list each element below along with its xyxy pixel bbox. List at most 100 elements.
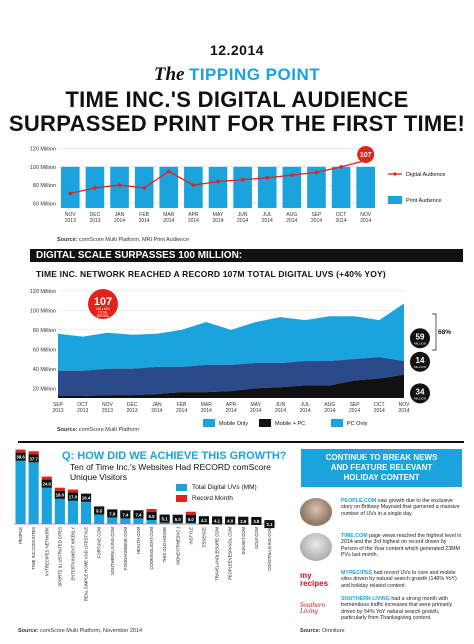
c1-print-bar — [307, 166, 326, 208]
c1-digital-point — [68, 191, 73, 196]
c2-xtick-month: APR — [226, 402, 237, 408]
chart1-source-text: comScore Multi Platform, MRI Print Audie… — [79, 237, 190, 243]
c3-category-label: MONEY/TIME(INC.) — [175, 526, 180, 564]
c3-category-label: PEOPLE — [18, 527, 23, 544]
c3-value-label: 3.8 — [253, 519, 260, 524]
c3-label-box — [94, 506, 105, 515]
c1-digital-point — [314, 170, 319, 175]
c1-digital-point — [93, 186, 97, 190]
report-date: 12.2014 — [209, 42, 265, 58]
c1-digital-point — [166, 169, 171, 174]
c2-xtick-year: 2014 — [151, 408, 162, 414]
c3-label-box — [54, 490, 65, 499]
c2-ytick-label: 120 Million — [30, 289, 56, 295]
legend-total-swatch — [176, 484, 187, 491]
the-word: The — [153, 64, 185, 85]
c1-annotation-label: 107 — [360, 152, 372, 159]
c3-record-marker — [146, 508, 157, 512]
c3-category-label: GOLF.COM — [254, 526, 259, 548]
c2-area-mobile-only — [58, 374, 404, 398]
c2-bubble-value: 107 — [94, 296, 112, 308]
c2-legend-swatch — [331, 419, 343, 427]
c2-xtick-month: JAN — [152, 402, 162, 408]
c3-bar — [54, 490, 65, 524]
c3-category-label: COASTALLIVING.COM — [267, 526, 272, 570]
c2-xtick-month: DEC — [127, 402, 138, 408]
c1-xtick-month: MAY — [213, 212, 224, 218]
rp-item-southern-living-lead: SOUTHERN LIVING — [341, 596, 390, 602]
c3-category-label: THIS OLD HOUSE — [162, 527, 167, 563]
c1-print-bar — [282, 166, 302, 208]
c2-ytick-label: 20 Million — [33, 386, 56, 392]
rp-item-southern-living-body: had a strong month with tremendous traff… — [341, 596, 453, 622]
c1-ytick-label: 60 Million — [33, 201, 56, 207]
c2-end-value: 34 — [416, 387, 425, 396]
c1-xtick-month: JAN — [115, 212, 125, 218]
c1-xtick-month: JUL — [263, 212, 272, 218]
c2-ytick-label: 60 Million — [33, 347, 56, 353]
c3-value-label: 2.1 — [266, 522, 273, 527]
c1-digital-point — [191, 183, 196, 187]
rp-item-time: TIME.COM page views reached the highest … — [300, 533, 464, 567]
c3-value-label: 16.4 — [82, 496, 91, 501]
c3-bar — [41, 479, 52, 524]
c2-ytick-label: 100 Million — [30, 308, 56, 314]
c3-value-label: 4.1 — [214, 518, 221, 523]
rp-item-myrecipes: my recipes MYRECIPES had record UVs to c… — [300, 570, 464, 596]
c1-ytick-label: 80 Million — [33, 183, 56, 189]
c3-value-label: 7.4 — [122, 512, 129, 517]
c1-xtick-month: NOV — [360, 212, 372, 218]
c1-xtick-month: FEB — [139, 212, 149, 218]
c1-digital-point — [290, 173, 294, 177]
c2-bubble — [88, 289, 118, 319]
c1-print-bar — [61, 166, 80, 208]
c1-print-bar — [257, 166, 277, 208]
legend-record-swatch — [176, 495, 187, 502]
rp-item-people-text: PEOPLE.COM saw growth due to the exclusi… — [341, 498, 462, 517]
c1-print-bar — [110, 166, 129, 208]
c1-xtick-year: 2014 — [262, 218, 273, 224]
c1-digital-point — [117, 183, 122, 187]
rp-item-myrecipes-lead: MYRECIPES — [341, 570, 373, 576]
c1-digital-point — [240, 177, 245, 182]
c3-label-box — [67, 492, 78, 501]
c1-ytick-label: 120 Million — [30, 147, 56, 153]
c2-end-unit: MILLION — [414, 341, 426, 345]
c3-label-box — [198, 516, 209, 525]
c1-legend-print-swatch — [388, 196, 402, 204]
c2-bubble-line2: TOTAL — [98, 311, 108, 315]
rp-item-time-text: TIME.COM page views reached the highest … — [341, 533, 462, 559]
rp-source-label: Source: — [300, 628, 321, 634]
c3-label-box — [120, 510, 131, 519]
chart-sites-bars: 38.6 PEOPLE 37.7 TIME INC.COM SITES 24.0 NYTR… — [14, 449, 276, 601]
c2-bracket — [432, 313, 437, 351]
c1-xtick-month: SEP — [311, 212, 322, 218]
c3-category-label: REAL SIMPLE HOME AND LIFESTYLE — [84, 527, 89, 601]
c1-xtick-year: 2014 — [188, 218, 199, 224]
c1-xtick-month: NOV — [65, 212, 77, 218]
c1-xtick-year: 2014 — [360, 218, 371, 224]
c2-xtick-year: 2014 — [398, 408, 409, 414]
chart1-source: Source: comScore Multi Platform, MRI Pri… — [57, 237, 190, 243]
c3-value-label: 4.0 — [227, 519, 234, 524]
c2-ytick-label: 80 Million — [33, 328, 56, 334]
c3-category-label: TRAVELANDLEISURE.COM — [215, 527, 220, 581]
c2-xtick-year: 2014 — [275, 408, 286, 414]
c3-value-label: 5.1 — [162, 517, 169, 522]
c3-value-label: 5.0 — [175, 517, 182, 522]
c1-xtick-year: 2014 — [212, 218, 223, 224]
c3-category-label: SOUTHERNLIVING.COM — [110, 526, 115, 575]
chart2-source-text: comScore Multi Platform — [79, 427, 139, 433]
c3-label-box — [41, 479, 52, 488]
c3-value-label: 17.0 — [69, 495, 78, 500]
c3-category-label: ESSENCE — [201, 527, 206, 547]
c3-category-label: ENTERTAINMENT WEEKLY — [70, 527, 75, 581]
c1-digital-point — [339, 165, 343, 169]
c2-xtick-year: 2014 — [349, 408, 360, 414]
c3-value-label: 18.0 — [56, 493, 65, 498]
c2-xtick-month: NOV — [102, 402, 114, 408]
c1-ytick-label: 100 Million — [30, 165, 56, 171]
c1-xtick-month: MAR — [163, 212, 175, 218]
c1-print-bar — [331, 166, 351, 208]
c2-end-badge — [410, 351, 430, 372]
